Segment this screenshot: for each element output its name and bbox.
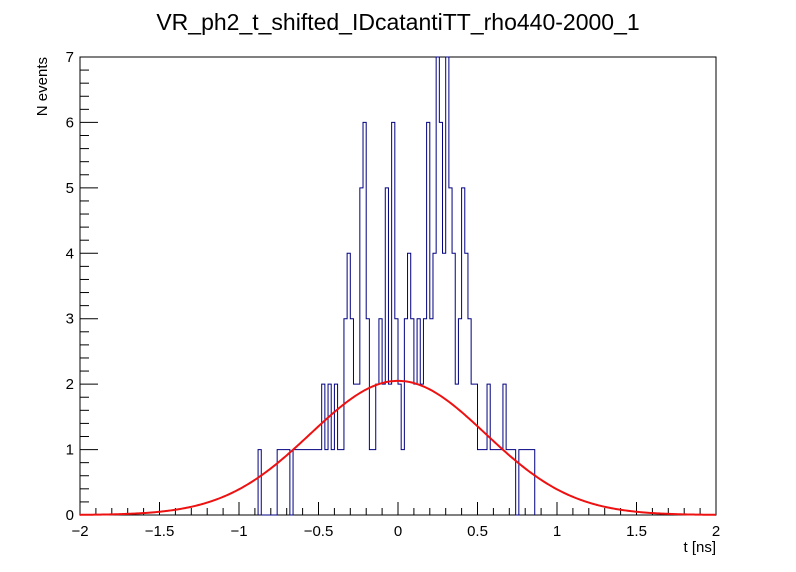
x-axis-title: t [ns] <box>683 539 716 556</box>
x-tick-label: 1.5 <box>626 523 647 540</box>
fit-curve-line <box>79 379 717 516</box>
y-axis-title: N events <box>34 57 51 116</box>
x-axis-ticks: −2 −1.5 −1 −0.5 0 0.5 1 1.5 2 <box>71 502 720 540</box>
x-tick-label: 1 <box>553 523 561 540</box>
x-tick-label: −1 <box>230 523 247 540</box>
x-tick-label: −2 <box>71 523 88 540</box>
y-tick-label: 6 <box>66 114 74 131</box>
histogram-series <box>257 56 536 516</box>
x-tick-label: 0 <box>394 523 402 540</box>
y-tick-label: 0 <box>66 507 74 524</box>
y-tick-label: 7 <box>66 49 74 66</box>
y-tick-label: 4 <box>66 245 74 262</box>
x-tick-label: −0.5 <box>304 523 334 540</box>
y-tick-label: 1 <box>66 442 74 459</box>
y-tick-label: 2 <box>66 376 74 393</box>
y-tick-label: 5 <box>66 180 74 197</box>
y-axis-ticks: 0 1 2 3 4 5 6 7 <box>66 49 98 524</box>
chart-title: VR_ph2_t_shifted_IDcatantiTT_rho440-2000… <box>156 9 639 35</box>
fit-curve-series <box>79 379 717 516</box>
y-tick-label: 3 <box>66 311 74 328</box>
x-tick-label: −1.5 <box>145 523 175 540</box>
plot-frame <box>79 56 717 516</box>
histogram-outline <box>257 56 536 516</box>
x-tick-label: 0.5 <box>467 523 488 540</box>
x-tick-label: 2 <box>712 523 720 540</box>
